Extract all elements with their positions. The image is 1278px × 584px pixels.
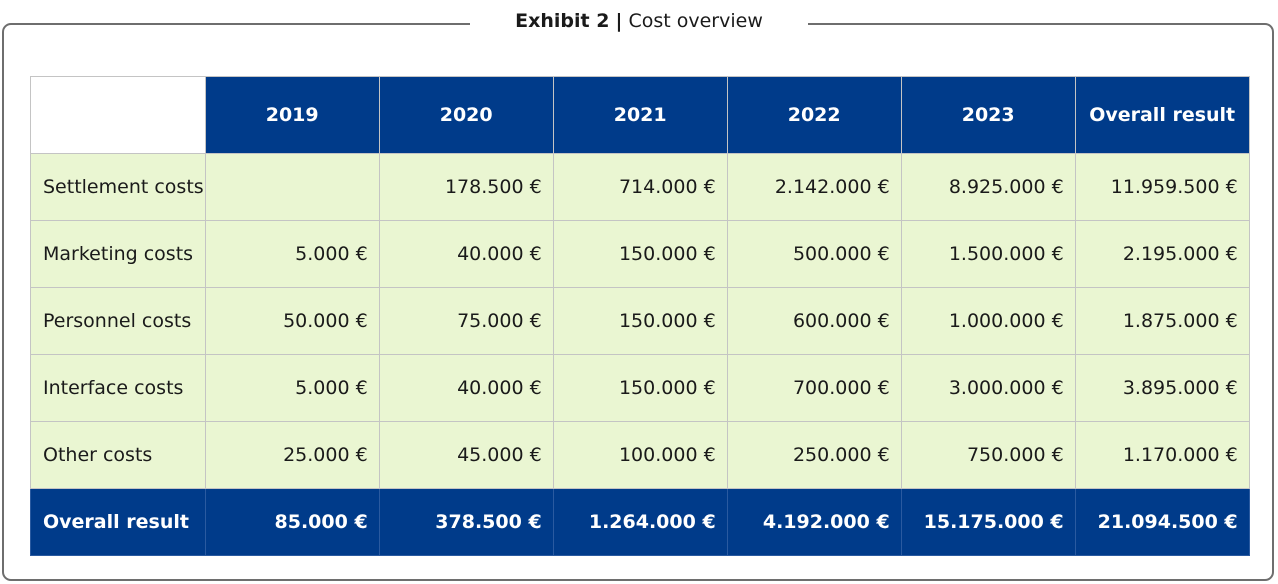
column-header-2019: 2019 — [204, 76, 380, 154]
table-cell: 11.959.500 € — [1074, 153, 1250, 221]
table-cell: 1.000.000 € — [900, 287, 1076, 355]
row-label: Other costs — [30, 421, 206, 489]
row-label: Marketing costs — [30, 220, 206, 288]
table-row-marketing-costs: Marketing costs 5.000 € 40.000 € 150.000… — [30, 220, 1250, 288]
table-cell: 600.000 € — [726, 287, 902, 355]
table-row-settlement-costs: Settlement costs 178.500 € 714.000 € 2.1… — [30, 153, 1250, 221]
column-header-overall-result: Overall result — [1074, 76, 1250, 154]
total-row-label: Overall result — [30, 488, 206, 556]
table-cell: 714.000 € — [552, 153, 728, 221]
table-cell: 150.000 € — [552, 220, 728, 288]
row-label: Settlement costs — [30, 153, 206, 221]
table-row-other-costs: Other costs 25.000 € 45.000 € 100.000 € … — [30, 421, 1250, 489]
table-row-interface-costs: Interface costs 5.000 € 40.000 € 150.000… — [30, 354, 1250, 422]
table-cell: 750.000 € — [900, 421, 1076, 489]
table-cell: 75.000 € — [378, 287, 554, 355]
total-cell: 378.500 € — [378, 488, 554, 556]
table-cell: 700.000 € — [726, 354, 902, 422]
exhibit-separator: | — [615, 10, 623, 32]
table-cell: 500.000 € — [726, 220, 902, 288]
table-cell: 150.000 € — [552, 354, 728, 422]
table-cell: 250.000 € — [726, 421, 902, 489]
table-cell: 50.000 € — [204, 287, 380, 355]
table-cell: 25.000 € — [204, 421, 380, 489]
table-row-overall-result: Overall result 85.000 € 378.500 € 1.264.… — [30, 488, 1250, 556]
total-cell: 1.264.000 € — [552, 488, 728, 556]
table-cell — [204, 153, 380, 221]
table-cell: 150.000 € — [552, 287, 728, 355]
total-cell: 85.000 € — [204, 488, 380, 556]
table-cell: 5.000 € — [204, 354, 380, 422]
column-header-2020: 2020 — [378, 76, 554, 154]
table-cell: 178.500 € — [378, 153, 554, 221]
exhibit-caption: Cost overview — [628, 10, 763, 32]
cost-table: 2019 2020 2021 2022 2023 Overall result … — [30, 76, 1250, 556]
table-cell: 2.195.000 € — [1074, 220, 1250, 288]
table-cell: 3.000.000 € — [900, 354, 1076, 422]
row-label: Interface costs — [30, 354, 206, 422]
table-cell: 45.000 € — [378, 421, 554, 489]
exhibit-label: Exhibit 2 — [515, 10, 610, 32]
header-row: 2019 2020 2021 2022 2023 Overall result — [30, 76, 1250, 154]
table-cell: 100.000 € — [552, 421, 728, 489]
table-cell: 40.000 € — [378, 354, 554, 422]
total-cell: 4.192.000 € — [726, 488, 902, 556]
column-header-2021: 2021 — [552, 76, 728, 154]
table-cell: 5.000 € — [204, 220, 380, 288]
column-header-2023: 2023 — [900, 76, 1076, 154]
table-cell: 1.170.000 € — [1074, 421, 1250, 489]
table-cell: 8.925.000 € — [900, 153, 1076, 221]
total-cell: 21.094.500 € — [1074, 488, 1250, 556]
table-cell: 2.142.000 € — [726, 153, 902, 221]
exhibit-title: Exhibit 2 | Cost overview — [470, 6, 808, 38]
row-label: Personnel costs — [30, 287, 206, 355]
table-cell: 40.000 € — [378, 220, 554, 288]
table-cell: 1.500.000 € — [900, 220, 1076, 288]
table-cell: 1.875.000 € — [1074, 287, 1250, 355]
column-header-2022: 2022 — [726, 76, 902, 154]
corner-cell — [30, 76, 206, 154]
table-cell: 3.895.000 € — [1074, 354, 1250, 422]
table-row-personnel-costs: Personnel costs 50.000 € 75.000 € 150.00… — [30, 287, 1250, 355]
total-cell: 15.175.000 € — [900, 488, 1076, 556]
